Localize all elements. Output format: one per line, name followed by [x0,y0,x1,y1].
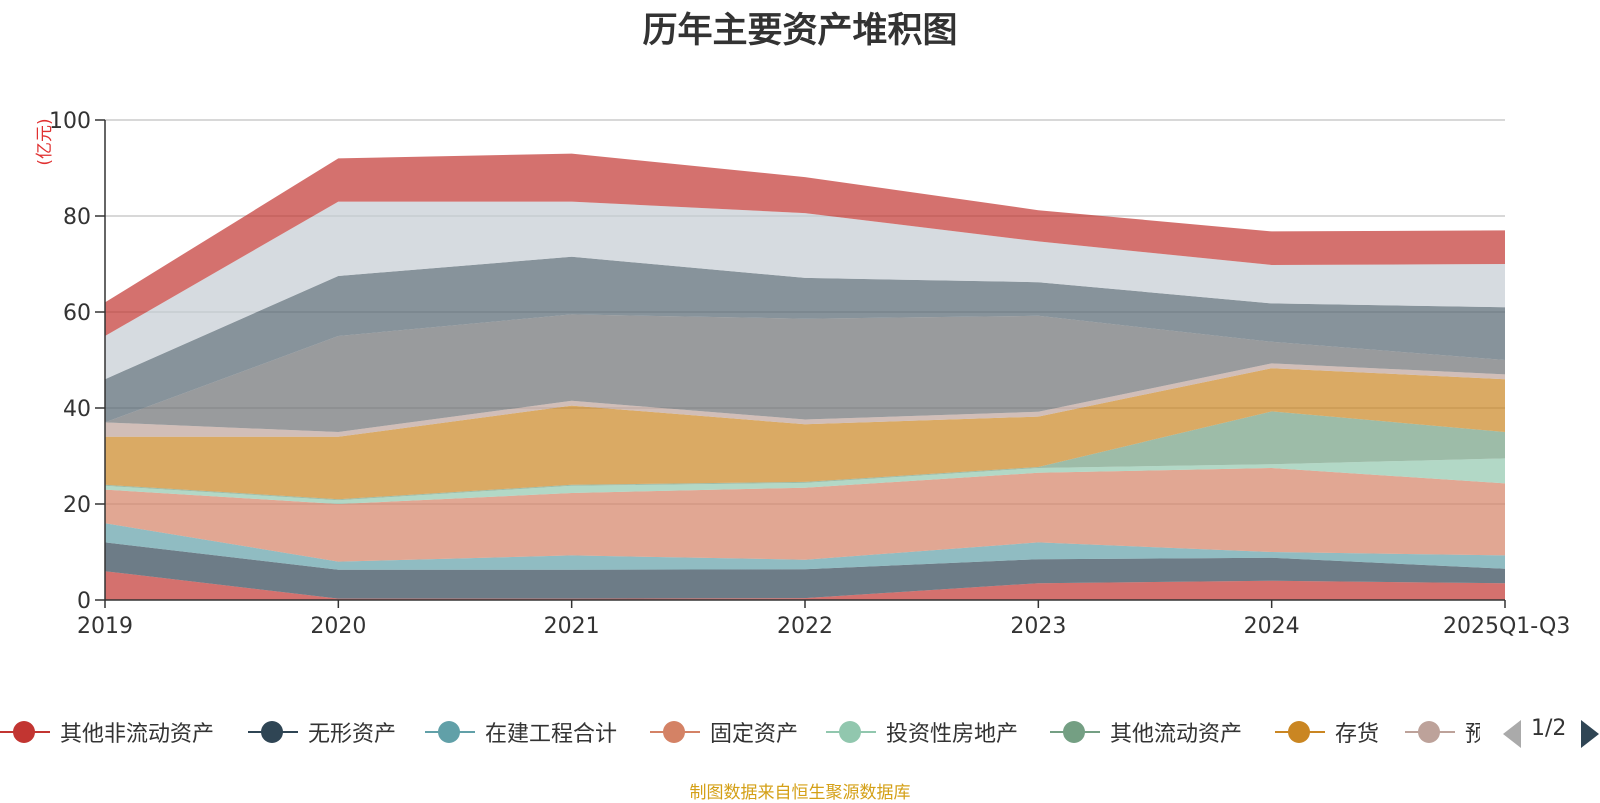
legend-pager: 1/2 [1495,712,1600,752]
legend-prev-page-icon[interactable] [1503,720,1521,748]
legend-circle-icon [1418,721,1440,743]
legend-label: 存货 [1335,722,1380,747]
legend-label: 其他流动资产 [1110,722,1243,747]
x-tick-label: 2025Q1-Q3 [1443,614,1570,639]
area-series-2[interactable] [105,523,1505,570]
chart-title: 历年主要资产堆积图 [642,11,958,51]
y-tick-label: 60 [63,301,91,326]
stacked-areas [105,153,1505,600]
area-series-11[interactable] [105,153,1505,336]
area-series-3[interactable] [105,468,1505,562]
area-series-5[interactable] [105,411,1505,501]
legend-label: 其他非流动资产 [60,722,215,747]
legend-circle-icon [839,721,861,743]
legend-label: 在建工程合计 [485,722,618,747]
x-tick-label: 2021 [544,614,600,639]
area-series-1[interactable] [105,542,1505,599]
area-series-7[interactable] [105,363,1505,437]
y-tick-label: 40 [63,397,91,422]
legend-circle-icon [13,721,35,743]
legend-label: 预 [1465,722,1480,747]
axes: 0 20 40 60 80 100 2019 2020 2021 2022 2023 2024 2025… [49,109,1570,639]
y-axis-unit-label: (亿元) [35,118,55,165]
legend-circle-icon [438,721,460,743]
legend-circle-icon [663,721,685,743]
x-tick-label: 2024 [1244,614,1300,639]
area-series-6[interactable] [105,368,1505,500]
y-tick-label: 20 [63,493,91,518]
x-tick-label: 2023 [1010,614,1066,639]
area-series-4[interactable] [105,458,1505,504]
legend-label: 投资性房地产 [886,722,1019,747]
x-tick-label: 2022 [777,614,833,639]
source-note: 制图数据来自恒生聚源数据库 [689,783,911,803]
legend-next-page-icon[interactable] [1581,720,1599,748]
x-tick-label: 2019 [77,614,133,639]
y-tick-label: 80 [63,205,91,230]
legend: 其他非流动资产 无形资产 在建工程合计 固定资产 投资性房地产 其他流动资产 存货 预 [0,712,1480,752]
legend-label: 无形资产 [308,722,397,747]
legend-page-indicator: 1/2 [1531,716,1567,741]
legend-circle-icon [1063,721,1085,743]
y-tick-label: 0 [77,589,91,614]
area-series-0[interactable] [105,571,1505,600]
legend-circle-icon [1288,721,1310,743]
area-series-10[interactable] [105,201,1505,380]
legend-label: 固定资产 [710,722,799,747]
area-series-8[interactable] [105,314,1505,432]
x-tick-label: 2020 [310,614,366,639]
y-tick-label: 100 [49,109,91,134]
area-series-9[interactable] [105,256,1505,423]
legend-circle-icon [261,721,283,743]
